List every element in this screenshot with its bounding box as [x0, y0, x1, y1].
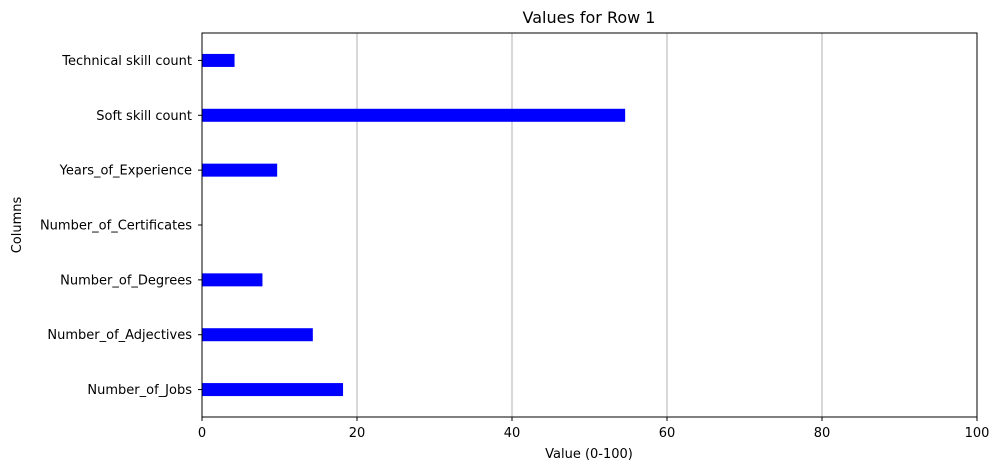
y-tick-label: Number_of_Degrees — [60, 273, 192, 288]
bar — [202, 108, 626, 122]
bars — [202, 53, 626, 397]
gridlines — [356, 33, 823, 417]
plot-frame — [201, 32, 978, 418]
x-tick-label: 20 — [349, 426, 366, 441]
x-tick-label: 0 — [198, 426, 206, 441]
y-tick-label: Number_of_Certificates — [40, 219, 192, 234]
x-tick-labels: 0 20 40 60 80 100 — [198, 417, 990, 441]
x-tick-label: 40 — [504, 426, 521, 441]
y-tick-labels: Technical skill count Soft skill count Yea… — [40, 54, 202, 398]
bar — [202, 328, 313, 342]
y-tick-label: Soft skill count — [96, 109, 192, 124]
y-tick-label: Years_of_Experience — [59, 164, 192, 179]
y-tick-label: Number_of_Jobs — [87, 383, 192, 398]
y-tick-label: Technical skill count — [61, 54, 192, 69]
y-tick-label: Number_of_Adjectives — [47, 328, 192, 343]
chart-title: Values for Row 1 — [523, 8, 656, 27]
x-axis-label: Value (0-100) — [545, 447, 633, 462]
x-tick-label: 60 — [659, 426, 676, 441]
x-tick-label: 100 — [965, 426, 990, 441]
bar — [202, 273, 263, 287]
y-axis-label: Columns — [10, 196, 25, 253]
bar — [202, 383, 344, 397]
bar — [202, 53, 235, 67]
x-tick-label: 80 — [814, 426, 831, 441]
bar — [202, 163, 278, 177]
